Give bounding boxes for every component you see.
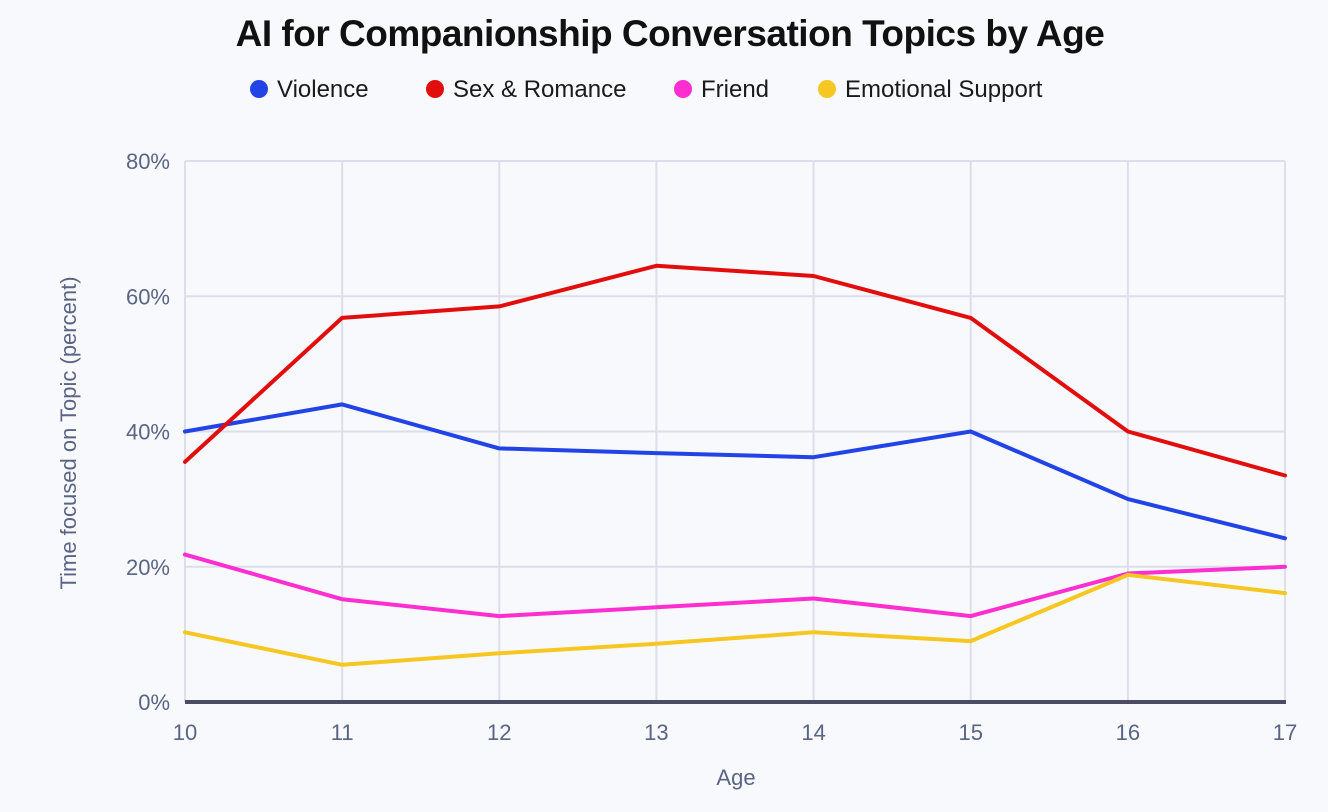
- series-line-emotional-support: [183, 572, 1287, 667]
- x-tick-label: 17: [1273, 720, 1297, 745]
- legend-label-violence: Violence: [277, 76, 369, 103]
- y-tick-label: 80%: [126, 149, 170, 174]
- grid: [184, 160, 1286, 702]
- series-line-violence: [183, 402, 1287, 541]
- x-tick-label: 16: [1116, 720, 1140, 745]
- legend-label-sex-romance: Sex & Romance: [453, 76, 626, 103]
- x-tick-label: 14: [801, 720, 825, 745]
- y-tick-label: 60%: [126, 284, 170, 309]
- y-axis-title: Time focused on Topic (percent): [56, 276, 81, 589]
- legend: Violence Sex & Romance Friend Emotional Sup…: [250, 76, 1043, 103]
- series-group: [183, 263, 1287, 667]
- legend-marker-sex-romance: [426, 80, 444, 98]
- legend-label-friend: Friend: [701, 76, 769, 103]
- x-tick-label: 10: [173, 720, 197, 745]
- y-tick-label: 40%: [126, 420, 170, 445]
- x-tick-label: 12: [487, 720, 511, 745]
- series-line-sex-romance: [183, 263, 1287, 478]
- chart-title: AI for Companionship Conversation Topics…: [236, 13, 1105, 54]
- legend-marker-friend: [674, 80, 692, 98]
- x-tick-label: 11: [331, 720, 354, 745]
- y-tick-label: 20%: [126, 555, 170, 580]
- legend-marker-violence: [250, 80, 268, 98]
- series-line-friend: [183, 552, 1287, 619]
- x-tick-label: 15: [958, 720, 982, 745]
- x-tick-label: 13: [644, 720, 668, 745]
- x-axis: 10 11 12 13 14 15 16 17: [173, 720, 1297, 745]
- legend-marker-emotional-support: [818, 80, 836, 98]
- y-tick-label: 0%: [138, 690, 170, 715]
- y-axis: 0% 20% 40% 60% 80%: [126, 149, 170, 715]
- x-axis-title: Age: [716, 765, 755, 790]
- legend-label-emotional-support: Emotional Support: [845, 76, 1043, 103]
